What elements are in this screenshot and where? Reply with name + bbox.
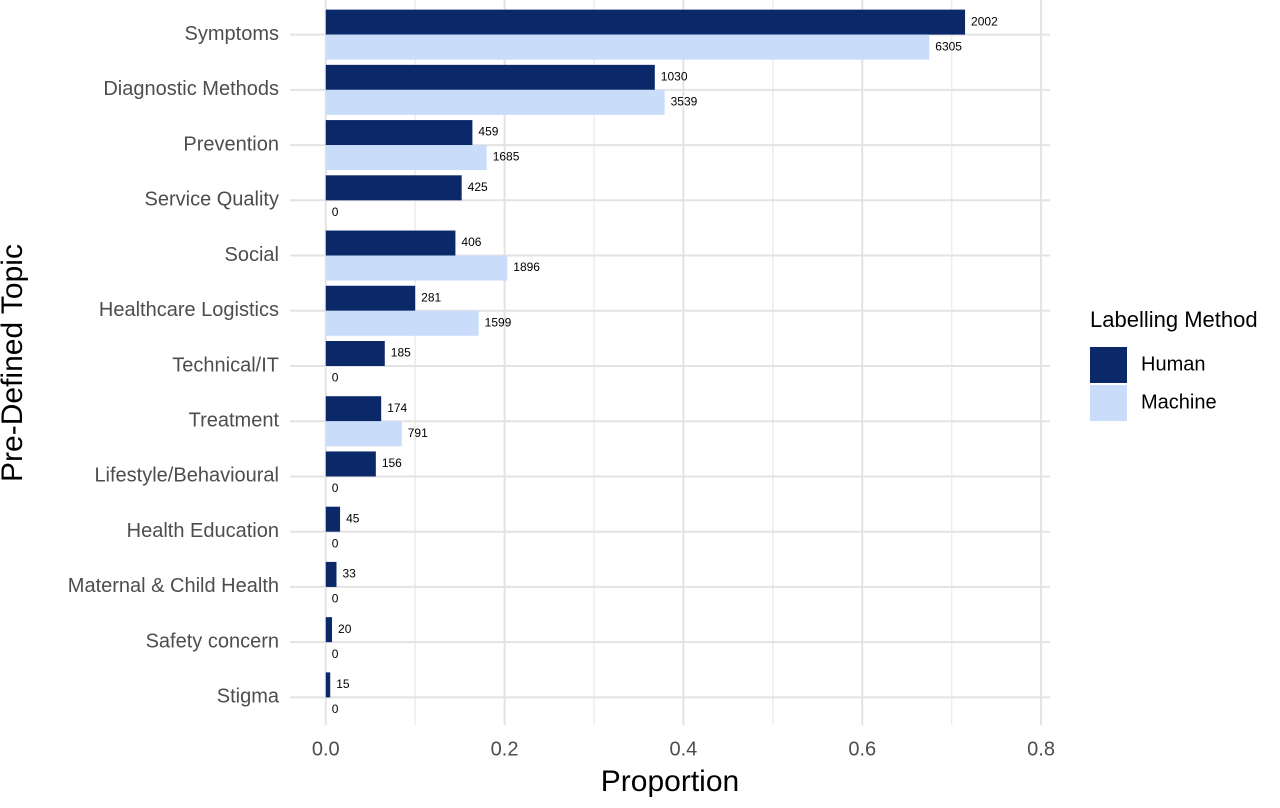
bar <box>325 175 462 201</box>
data-label: 156 <box>382 456 402 470</box>
bar <box>325 9 966 35</box>
x-tick-label: 0.0 <box>312 738 340 760</box>
y-tick-label: Safety concern <box>146 630 279 652</box>
data-label: 425 <box>468 180 488 194</box>
data-label: 791 <box>408 426 428 440</box>
data-label: 0 <box>332 536 339 550</box>
bar <box>325 672 331 698</box>
bar <box>325 421 402 447</box>
data-label: 281 <box>421 290 441 304</box>
data-label: 406 <box>461 235 481 249</box>
bar <box>325 451 376 477</box>
bar <box>325 89 665 115</box>
x-axis-title: Proportion <box>601 765 739 798</box>
data-label: 185 <box>391 346 411 360</box>
bar <box>325 310 479 336</box>
legend-title: Labelling Method <box>1090 307 1258 332</box>
bar <box>325 120 473 146</box>
x-tick-label: 0.8 <box>1027 738 1055 760</box>
bar <box>325 34 930 60</box>
data-label: 0 <box>332 481 339 495</box>
bar <box>325 230 456 256</box>
bar <box>325 285 416 311</box>
y-axis-title: Pre-Defined Topic <box>0 244 29 482</box>
legend-key <box>1090 385 1127 421</box>
bar <box>325 561 337 587</box>
data-label: 0 <box>332 702 339 716</box>
x-tick-label: 0.4 <box>670 738 698 760</box>
bar <box>325 145 487 171</box>
data-label: 6305 <box>935 39 962 53</box>
y-tick-label: Social <box>225 244 279 266</box>
x-tick-label: 0.6 <box>848 738 876 760</box>
data-label: 0 <box>332 371 339 385</box>
y-tick-label: Treatment <box>189 410 280 432</box>
data-label: 0 <box>332 647 339 661</box>
y-tick-label: Diagnostic Methods <box>103 78 279 100</box>
data-label: 15 <box>336 677 350 691</box>
x-tick-label: 0.2 <box>491 738 519 760</box>
legend-label: Human <box>1141 353 1205 375</box>
data-label: 33 <box>342 567 356 581</box>
bar <box>325 396 382 422</box>
data-label: 1599 <box>485 315 512 329</box>
legend-label: Machine <box>1141 391 1217 413</box>
data-label: 3539 <box>671 95 698 109</box>
data-label: 0 <box>332 592 339 606</box>
y-tick-label: Maternal & Child Health <box>68 575 279 597</box>
bar <box>325 506 341 532</box>
data-label: 459 <box>478 125 498 139</box>
bar <box>325 64 655 90</box>
bar <box>325 255 508 281</box>
y-tick-label: Lifestyle/Behavioural <box>94 465 279 487</box>
legend-key <box>1090 347 1127 383</box>
y-tick-label: Service Quality <box>145 189 280 211</box>
y-tick-label: Stigma <box>217 686 280 708</box>
y-tick-label: Symptoms <box>185 23 279 45</box>
data-label: 2002 <box>971 14 998 28</box>
bar <box>325 617 333 643</box>
y-tick-label: Healthcare Logistics <box>99 299 279 321</box>
y-tick-label: Health Education <box>127 520 279 542</box>
data-label: 1896 <box>513 260 540 274</box>
y-tick-label: Technical/IT <box>172 354 279 376</box>
data-label: 20 <box>338 622 352 636</box>
data-label: 1685 <box>493 150 520 164</box>
data-label: 174 <box>387 401 407 415</box>
y-tick-label: Prevention <box>183 133 279 155</box>
data-label: 0 <box>332 205 339 219</box>
bar <box>325 341 385 366</box>
data-label: 45 <box>346 511 360 525</box>
data-label: 1030 <box>661 70 688 84</box>
